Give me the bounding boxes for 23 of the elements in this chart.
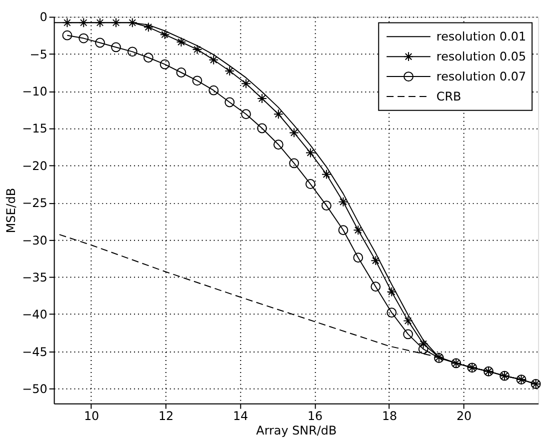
y-tick-label: −10 <box>22 84 48 99</box>
legend-label: CRB <box>436 89 462 104</box>
y-tick-label: −50 <box>22 382 48 396</box>
y-tick-label: −30 <box>22 233 48 248</box>
y-tick-label: −35 <box>22 270 48 284</box>
y-tick-label: 0 <box>40 10 48 24</box>
y-tick-label: −15 <box>22 122 48 136</box>
y-tick-label: −20 <box>22 158 48 173</box>
x-tick-label: 20 <box>456 408 472 423</box>
legend-label: resolution 0.07 <box>436 70 526 84</box>
y-tick-label: −25 <box>22 196 48 210</box>
x-axis-title: Array SNR/dB <box>256 424 337 438</box>
x-tick-label: 12 <box>158 408 174 423</box>
x-tick-label: 18 <box>382 408 398 423</box>
y-tick-label: −40 <box>22 308 48 322</box>
x-tick-label: 14 <box>232 408 248 423</box>
x-tick-label: 10 <box>84 408 100 423</box>
legend-label: resolution 0.01 <box>436 30 526 44</box>
y-tick-label: −5 <box>30 47 48 62</box>
legend-label: resolution 0.05 <box>436 50 526 64</box>
x-tick-label: 16 <box>307 408 323 423</box>
y-axis-title: MSE/dB <box>4 188 18 234</box>
y-tick-label: −45 <box>22 344 48 359</box>
